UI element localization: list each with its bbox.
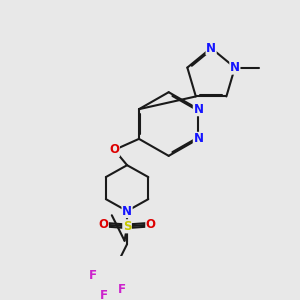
Text: N: N: [122, 205, 132, 218]
Text: N: N: [206, 42, 216, 55]
Text: O: O: [98, 218, 108, 231]
Text: N: N: [194, 132, 203, 146]
Text: N: N: [194, 103, 203, 116]
Text: F: F: [100, 289, 108, 300]
Text: O: O: [110, 143, 119, 156]
Text: O: O: [146, 218, 156, 231]
Text: F: F: [89, 269, 97, 282]
Text: N: N: [230, 61, 240, 74]
Text: S: S: [123, 220, 131, 233]
Text: F: F: [118, 284, 126, 296]
